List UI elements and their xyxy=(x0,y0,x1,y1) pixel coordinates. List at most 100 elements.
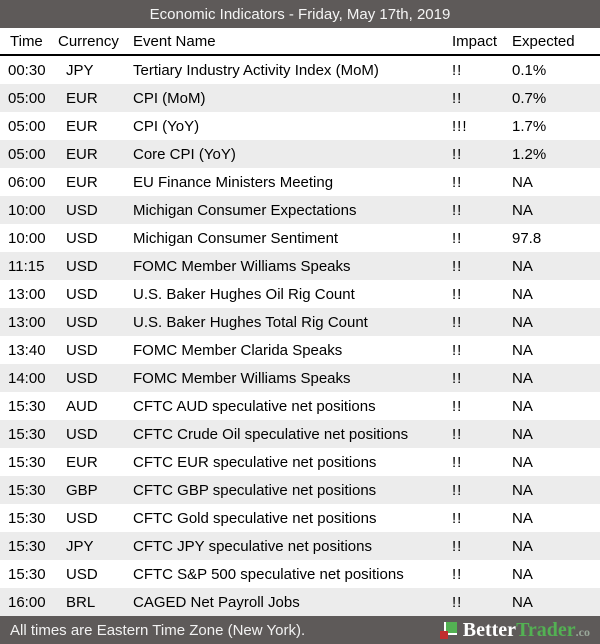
event-name: Michigan Consumer Expectations xyxy=(133,201,357,219)
table-row: 15:30 AUD CFTC AUD speculative net posit… xyxy=(0,392,600,420)
event-name: CPI (YoY) xyxy=(133,117,200,135)
column-header-expected: Expected xyxy=(512,32,575,50)
event-currency: AUD xyxy=(66,397,98,415)
event-name: CFTC EUR speculative net positions xyxy=(133,453,377,471)
event-expected: NA xyxy=(512,509,533,527)
event-table-body: 00:30 JPY Tertiary Industry Activity Ind… xyxy=(0,56,600,616)
event-expected: NA xyxy=(512,453,533,471)
event-currency: USD xyxy=(66,285,98,303)
event-impact: !! xyxy=(452,453,463,471)
table-row: 05:00 EUR Core CPI (YoY) !! 1.2% xyxy=(0,140,600,168)
column-header-time: Time xyxy=(10,32,43,50)
event-currency: EUR xyxy=(66,117,98,135)
table-row: 16:00 BRL CAGED Net Payroll Jobs !! NA xyxy=(0,588,600,616)
event-time: 15:30 xyxy=(8,537,46,555)
event-impact: !! xyxy=(452,369,463,387)
event-currency: USD xyxy=(66,369,98,387)
event-expected: NA xyxy=(512,201,533,219)
event-impact: !! xyxy=(452,481,463,499)
event-currency: EUR xyxy=(66,89,98,107)
event-currency: EUR xyxy=(66,453,98,471)
event-name: CAGED Net Payroll Jobs xyxy=(133,593,300,611)
event-impact: !! xyxy=(452,229,463,247)
event-time: 14:00 xyxy=(8,369,46,387)
event-impact: !! xyxy=(452,173,463,191)
brand-better-text: Better xyxy=(462,619,517,641)
table-row: 15:30 USD CFTC S&P 500 speculative net p… xyxy=(0,560,600,588)
event-currency: USD xyxy=(66,313,98,331)
event-impact: !! xyxy=(452,397,463,415)
event-time: 11:15 xyxy=(8,257,45,275)
table-row: 10:00 USD Michigan Consumer Expectations… xyxy=(0,196,600,224)
event-currency: USD xyxy=(66,509,98,527)
event-impact: !!! xyxy=(452,117,468,135)
event-currency: JPY xyxy=(66,61,94,79)
timezone-note: All times are Eastern Time Zone (New Yor… xyxy=(10,621,306,639)
event-name: Core CPI (YoY) xyxy=(133,145,236,163)
column-header-currency: Currency xyxy=(58,32,119,50)
event-expected: 0.7% xyxy=(512,89,547,107)
table-row: 15:30 EUR CFTC EUR speculative net posit… xyxy=(0,448,600,476)
event-currency: USD xyxy=(66,341,98,359)
event-name: CFTC JPY speculative net positions xyxy=(133,537,372,555)
page-title: Economic Indicators - Friday, May 17th, … xyxy=(149,5,451,23)
table-row: 15:30 GBP CFTC GBP speculative net posit… xyxy=(0,476,600,504)
event-expected: 1.2% xyxy=(512,145,547,163)
event-expected: NA xyxy=(512,481,533,499)
event-impact: !! xyxy=(452,89,463,107)
event-expected: NA xyxy=(512,313,533,331)
event-time: 15:30 xyxy=(8,481,46,499)
event-expected: 1.7% xyxy=(512,117,547,135)
event-name: Michigan Consumer Sentiment xyxy=(133,229,339,247)
bettertrader-squares-icon xyxy=(439,621,458,640)
table-row: 11:15 USD FOMC Member Williams Speaks !!… xyxy=(0,252,600,280)
event-impact: !! xyxy=(452,257,463,275)
event-expected: NA xyxy=(512,593,533,611)
event-currency: USD xyxy=(66,201,98,219)
event-impact: !! xyxy=(452,61,463,79)
event-time: 13:00 xyxy=(8,313,46,331)
event-currency: USD xyxy=(66,565,98,583)
event-time: 15:30 xyxy=(8,425,46,443)
table-row: 05:00 EUR CPI (MoM) !! 0.7% xyxy=(0,84,600,112)
event-expected: NA xyxy=(512,565,533,583)
event-impact: !! xyxy=(452,565,463,583)
event-time: 06:00 xyxy=(8,173,46,191)
event-currency: GBP xyxy=(66,481,98,499)
event-name: U.S. Baker Hughes Total Rig Count xyxy=(133,313,368,331)
event-expected: NA xyxy=(512,537,533,555)
bettertrader-logo[interactable]: Better Trader .co xyxy=(439,620,590,640)
event-expected: NA xyxy=(512,369,533,387)
title-bar: Economic Indicators - Friday, May 17th, … xyxy=(0,0,600,28)
event-name: FOMC Member Williams Speaks xyxy=(133,257,351,275)
event-time: 15:30 xyxy=(8,565,46,583)
event-name: FOMC Member Williams Speaks xyxy=(133,369,351,387)
event-impact: !! xyxy=(452,509,463,527)
event-impact: !! xyxy=(452,285,463,303)
event-currency: USD xyxy=(66,257,98,275)
event-time: 15:30 xyxy=(8,453,46,471)
table-row: 10:00 USD Michigan Consumer Sentiment !!… xyxy=(0,224,600,252)
event-expected: NA xyxy=(512,257,533,275)
table-row: 15:30 USD CFTC Gold speculative net posi… xyxy=(0,504,600,532)
event-currency: BRL xyxy=(66,593,96,611)
event-time: 05:00 xyxy=(8,89,46,107)
table-row: 13:00 USD U.S. Baker Hughes Oil Rig Coun… xyxy=(0,280,600,308)
event-impact: !! xyxy=(452,593,463,611)
table-row: 15:30 JPY CFTC JPY speculative net posit… xyxy=(0,532,600,560)
event-expected: NA xyxy=(512,285,533,303)
event-time: 10:00 xyxy=(8,201,46,219)
table-row: 13:40 USD FOMC Member Clarida Speaks !! … xyxy=(0,336,600,364)
table-row: 05:00 EUR CPI (YoY) !!! 1.7% xyxy=(0,112,600,140)
table-row: 06:00 EUR EU Finance Ministers Meeting !… xyxy=(0,168,600,196)
event-name: CPI (MoM) xyxy=(133,89,206,107)
event-name: CFTC GBP speculative net positions xyxy=(133,481,377,499)
event-expected: NA xyxy=(512,397,533,415)
event-name: CFTC Gold speculative net positions xyxy=(133,509,377,527)
event-name: CFTC AUD speculative net positions xyxy=(133,397,376,415)
column-header-event: Event Name xyxy=(133,32,216,50)
table-row: 13:00 USD U.S. Baker Hughes Total Rig Co… xyxy=(0,308,600,336)
event-time: 16:00 xyxy=(8,593,46,611)
footer-bar: All times are Eastern Time Zone (New Yor… xyxy=(0,616,600,644)
